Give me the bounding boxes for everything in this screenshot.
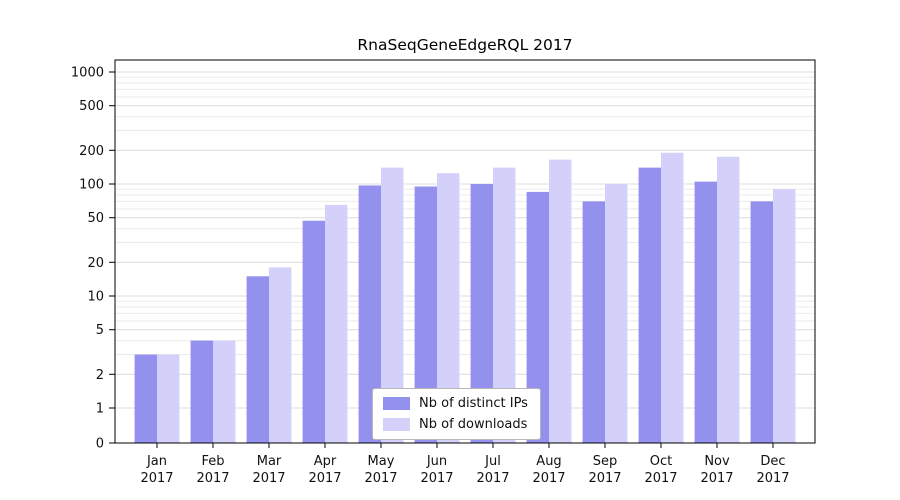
svg-text:2017: 2017 bbox=[196, 471, 229, 486]
legend-item-downloads: Nb of downloads bbox=[383, 417, 528, 432]
svg-text:500: 500 bbox=[79, 99, 104, 114]
svg-text:2017: 2017 bbox=[476, 471, 509, 486]
legend-item-distinct-ips: Nb of distinct IPs bbox=[383, 396, 528, 411]
svg-text:5: 5 bbox=[96, 323, 104, 338]
svg-text:2017: 2017 bbox=[308, 471, 341, 486]
svg-text:Jun: Jun bbox=[426, 454, 447, 469]
svg-text:Jul: Jul bbox=[484, 454, 501, 469]
legend: Nb of distinct IPs Nb of downloads bbox=[372, 388, 541, 440]
chart-title: RnaSeqGeneEdgeRQL 2017 bbox=[357, 36, 573, 54]
svg-text:Apr: Apr bbox=[314, 454, 337, 469]
svg-text:Sep: Sep bbox=[593, 454, 618, 469]
legend-label-distinct-ips: Nb of distinct IPs bbox=[419, 396, 528, 411]
svg-text:Mar: Mar bbox=[257, 454, 282, 469]
svg-text:May: May bbox=[368, 454, 395, 469]
svg-text:2017: 2017 bbox=[252, 471, 285, 486]
svg-text:200: 200 bbox=[79, 144, 104, 159]
svg-text:Dec: Dec bbox=[760, 454, 785, 469]
svg-text:2: 2 bbox=[96, 368, 104, 383]
svg-text:2017: 2017 bbox=[756, 471, 789, 486]
svg-text:Aug: Aug bbox=[536, 454, 561, 469]
legend-label-downloads: Nb of downloads bbox=[419, 417, 528, 432]
legend-swatch-distinct-ips bbox=[383, 397, 410, 410]
svg-text:100: 100 bbox=[79, 178, 104, 193]
legend-swatch-downloads bbox=[383, 418, 410, 431]
svg-text:Nov: Nov bbox=[704, 454, 730, 469]
svg-text:0: 0 bbox=[96, 437, 104, 452]
svg-text:1: 1 bbox=[96, 402, 104, 417]
svg-text:1000: 1000 bbox=[71, 66, 104, 81]
svg-text:Feb: Feb bbox=[201, 454, 224, 469]
svg-text:2017: 2017 bbox=[420, 471, 453, 486]
svg-text:2017: 2017 bbox=[364, 471, 397, 486]
svg-text:20: 20 bbox=[87, 256, 104, 271]
svg-text:2017: 2017 bbox=[532, 471, 565, 486]
svg-text:50: 50 bbox=[87, 211, 104, 226]
svg-text:2017: 2017 bbox=[140, 471, 173, 486]
svg-text:2017: 2017 bbox=[644, 471, 677, 486]
svg-text:Oct: Oct bbox=[650, 454, 672, 469]
svg-text:Jan: Jan bbox=[146, 454, 167, 469]
svg-text:2017: 2017 bbox=[700, 471, 733, 486]
svg-text:2017: 2017 bbox=[588, 471, 621, 486]
svg-text:10: 10 bbox=[87, 290, 104, 305]
